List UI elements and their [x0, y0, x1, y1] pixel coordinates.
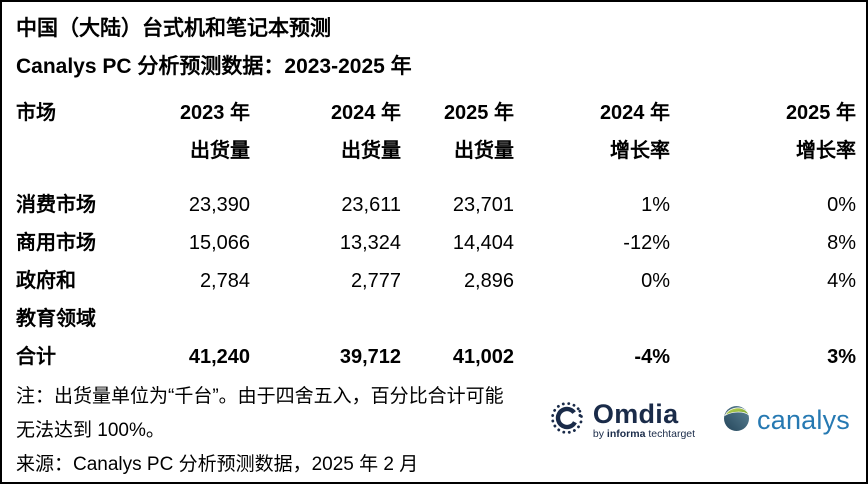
table-row-commercial: 商用市场 15,066 13,324 14,404 -12% 8% — [16, 224, 856, 262]
column-header-text: 2024 年 — [330, 102, 401, 124]
logo-strip: Omdia by informa techtarget — [549, 400, 850, 441]
column-header-2024-shipments: 2024 年 出货量 — [250, 94, 401, 170]
source-line: 来源：Canalys PC 分析预测数据，2025 年 2 月 — [16, 454, 419, 475]
market-label: 合计 — [16, 346, 56, 368]
market-label: 政府和 教育领域 — [16, 262, 162, 338]
shipments-2023-value: 2,784 — [199, 270, 250, 292]
canalys-logo: canalys — [723, 405, 850, 437]
column-header-2023-shipments: 2023 年 出货量 — [162, 94, 250, 170]
omdia-logo: Omdia by informa techtarget — [549, 400, 695, 441]
omdia-wordmark: Omdia by informa techtarget — [592, 398, 695, 441]
column-header-text: 出货量 — [341, 140, 401, 162]
shipments-2023-value: 41,240 — [188, 346, 250, 368]
shipments-2025-value: 41,002 — [452, 346, 514, 368]
table-row-government-education: 政府和 教育领域 2,784 2,777 2,896 0% 4% — [16, 262, 856, 338]
growth-2025-value: 4% — [827, 270, 856, 292]
table-header-row: 市场 2023 年 出货量 2024 年 出货量 2025 年 出货量 2024… — [16, 94, 856, 170]
shipments-2025-value: 2,896 — [463, 270, 514, 292]
column-header-2025-growth: 2025 年 增长率 — [670, 94, 856, 170]
column-header-market: 市场 — [16, 94, 162, 170]
shipments-2024-value: 2,777 — [350, 270, 401, 292]
omdia-tagline-by: by — [592, 427, 607, 440]
shipments-2023-value: 23,390 — [188, 194, 250, 216]
column-header-text: 增长率 — [796, 140, 856, 162]
market-label: 消费市场 — [16, 194, 96, 216]
shipments-2024-value: 23,611 — [341, 194, 401, 216]
note-line-1: 注：出货量单位为“千台”。由于四舍五入，百分比合计可能 — [16, 386, 504, 407]
column-header-text: 2025 年 — [785, 102, 856, 124]
column-header-text: 增长率 — [610, 140, 670, 162]
growth-2024-value: -12% — [623, 232, 670, 254]
shipments-2024-value: 13,324 — [339, 232, 401, 254]
growth-2025-value: 0% — [827, 194, 856, 216]
shipments-2025-value: 14,404 — [452, 232, 514, 254]
canalys-sphere-icon — [723, 405, 750, 437]
omdia-rings-icon — [549, 400, 585, 441]
growth-2024-value: 1% — [641, 194, 670, 216]
omdia-name-text: Omdia — [592, 398, 679, 429]
report-title: 中国（大陆）台式机和笔记本预测 — [16, 17, 331, 40]
omdia-tagline-techtarget: techtarget — [645, 427, 696, 440]
note-line-2: 无法达到 100%。 — [16, 420, 165, 441]
growth-2024-value: -4% — [634, 346, 670, 368]
shipments-2024-value: 39,712 — [339, 346, 401, 368]
growth-2024-value: 0% — [641, 270, 670, 292]
omdia-tagline-informa: informa — [606, 427, 646, 440]
canalys-name-text: canalys — [757, 405, 850, 435]
column-header-text: 2024 年 — [599, 102, 670, 124]
shipments-2025-value: 23,701 — [452, 194, 514, 216]
growth-2025-value: 8% — [827, 232, 856, 254]
shipments-2023-value: 15,066 — [188, 232, 250, 254]
table-row-consumer: 消费市场 23,390 23,611 23,701 1% 0% — [16, 170, 856, 224]
column-header-text: 出货量 — [190, 140, 250, 162]
footnotes: 注：出货量单位为“千台”。由于四舍五入，百分比合计可能 无法达到 100%。 来… — [16, 380, 856, 482]
column-header-text: 2025 年 — [443, 102, 514, 124]
forecast-table: 市场 2023 年 出货量 2024 年 出货量 2025 年 出货量 2024… — [16, 94, 856, 376]
column-header-2025-shipments: 2025 年 出货量 — [401, 94, 514, 170]
column-header-text: 出货量 — [454, 140, 514, 162]
market-label-line2: 教育领域 — [16, 308, 96, 330]
report-subtitle: Canalys PC 分析预测数据：2023-2025 年 — [16, 55, 412, 78]
market-label: 商用市场 — [16, 232, 96, 254]
column-header-text: 2023 年 — [179, 102, 250, 124]
table-row-total: 合计 41,240 39,712 41,002 -4% 3% — [16, 338, 856, 376]
growth-2025-value: 3% — [827, 346, 856, 368]
column-header-2024-growth: 2024 年 增长率 — [514, 94, 670, 170]
column-header-text: 市场 — [16, 102, 56, 124]
market-label-line1: 政府和 — [16, 270, 76, 292]
omdia-tagline: by informa techtarget — [593, 428, 695, 441]
